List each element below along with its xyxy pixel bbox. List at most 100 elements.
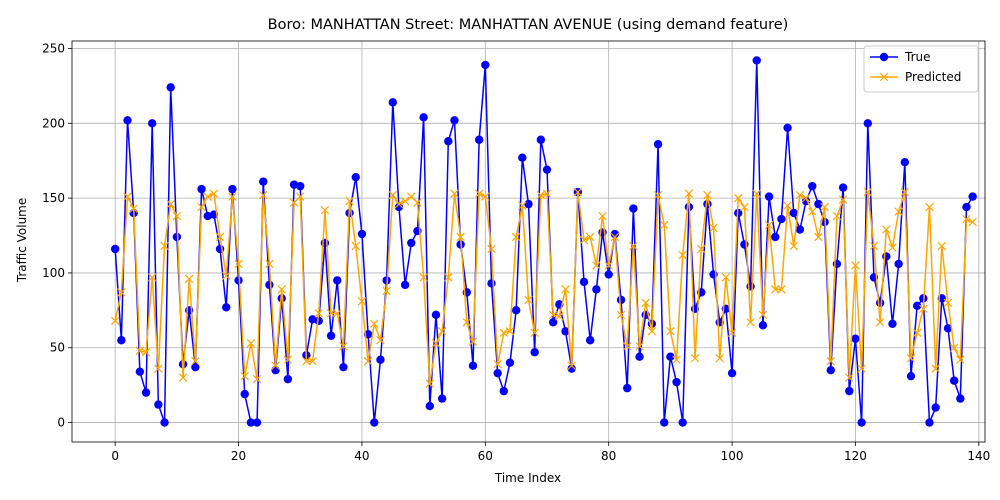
data-point-true (888, 319, 897, 328)
data-point-predicted (832, 211, 842, 221)
data-point-true (493, 368, 502, 378)
data-point-predicted (616, 310, 626, 320)
data-point-predicted (598, 211, 607, 221)
data-point-predicted (548, 310, 558, 320)
data-point-predicted (888, 243, 897, 252)
data-point-predicted (820, 202, 829, 212)
data-point-predicted (481, 192, 490, 201)
data-point-predicted (555, 312, 564, 321)
data-point-true (222, 303, 231, 312)
x-tick-label: 20 (231, 449, 246, 463)
data-point-predicted (228, 192, 237, 201)
data-point-predicted (166, 199, 175, 209)
y-tick-label: 150 (42, 191, 65, 205)
legend-item-true: True (870, 50, 931, 64)
data-point-predicted (191, 356, 200, 366)
data-point-true (431, 310, 441, 320)
data-point-predicted (666, 327, 675, 336)
data-point-predicted (771, 285, 780, 294)
data-point-predicted (697, 244, 706, 254)
data-point-true (875, 298, 885, 308)
data-point-predicted (912, 328, 922, 337)
data-point-true (530, 348, 539, 357)
data-point-true (616, 295, 626, 305)
data-point-true (135, 367, 145, 376)
data-point-true (246, 418, 256, 427)
data-point-predicted (110, 316, 120, 326)
data-point-predicted (221, 271, 231, 281)
data-point-predicted (715, 353, 724, 363)
data-point-true (740, 240, 749, 249)
y-tick-label: 50 (50, 341, 65, 355)
data-point-predicted (147, 273, 157, 282)
data-point-predicted (382, 286, 391, 296)
data-point-true (592, 285, 601, 294)
data-point-true (450, 116, 459, 125)
data-point-true (795, 225, 805, 234)
data-point-true (567, 364, 576, 373)
data-point-true (511, 306, 521, 315)
data-point-true (444, 137, 453, 146)
data-point-predicted (653, 190, 663, 200)
data-point-true (678, 418, 687, 427)
y-axis-label: Traffic Volume (15, 198, 29, 284)
data-point-predicted (345, 196, 354, 206)
data-point-true (394, 202, 404, 212)
data-point-true (894, 259, 903, 269)
data-point-predicted (937, 241, 947, 251)
data-point-true (561, 327, 570, 336)
data-point-predicted (265, 259, 274, 269)
data-point-predicted (135, 346, 145, 355)
data-point-true (968, 192, 977, 201)
data-point-true (604, 270, 613, 279)
data-point-predicted (518, 201, 527, 210)
data-point-predicted (154, 364, 163, 373)
data-point-predicted (647, 327, 657, 336)
series-predicted (110, 187, 977, 388)
data-point-predicted (764, 220, 774, 230)
data-point-predicted (178, 373, 188, 382)
data-point-predicted (444, 273, 453, 282)
data-point-true (863, 119, 872, 128)
data-point-predicted (370, 319, 379, 329)
data-point-predicted (931, 364, 940, 373)
data-point-predicted (419, 273, 428, 282)
data-point-predicted (629, 241, 638, 251)
data-point-true (536, 135, 546, 144)
data-point-true (388, 98, 397, 107)
chart-title: Boro: MANHATTAN Street: MANHATTAN AVENUE… (268, 17, 789, 33)
data-point-true (672, 377, 681, 387)
data-point-true (764, 192, 774, 201)
data-point-true (666, 352, 675, 361)
data-point-true (808, 181, 817, 191)
data-point-true (191, 362, 200, 372)
data-point-true (943, 324, 953, 333)
legend-item-predicted: Predicted (870, 70, 961, 84)
data-point-predicted (752, 189, 761, 198)
x-tick-label: 100 (721, 449, 744, 463)
data-point-true (117, 336, 126, 345)
data-point-predicted (968, 217, 977, 227)
data-point-true (110, 244, 120, 254)
data-point-predicted (690, 353, 700, 363)
data-point-true (160, 418, 169, 427)
data-point-true (197, 184, 206, 194)
data-point-true (481, 60, 490, 70)
data-point-true (147, 119, 157, 128)
data-point-predicted (511, 232, 521, 242)
data-point-predicted (851, 261, 860, 270)
data-point-predicted (339, 342, 348, 351)
data-point-predicted (209, 189, 219, 198)
data-point-predicted (129, 204, 138, 213)
data-point-true (425, 401, 434, 411)
data-point-predicted (487, 244, 496, 254)
data-point-true (333, 276, 342, 285)
x-tick-label: 80 (601, 449, 616, 463)
data-point-predicted (740, 202, 749, 212)
data-point-predicted (320, 205, 330, 215)
data-point-true (265, 280, 274, 290)
data-point-predicted (271, 361, 280, 370)
data-point-true (783, 123, 792, 132)
data-point-predicted (326, 309, 336, 318)
